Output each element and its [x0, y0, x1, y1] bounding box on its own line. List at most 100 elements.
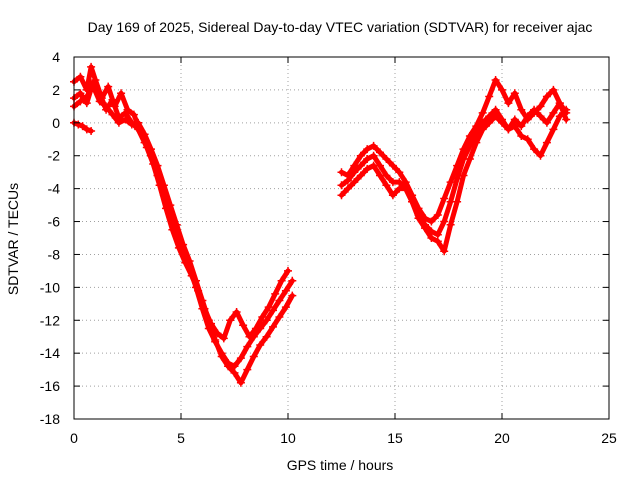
- data-point-marker: [536, 112, 545, 121]
- y-tick-label: -2: [48, 148, 61, 164]
- data-point-marker: [350, 168, 359, 177]
- data-point-marker: [356, 151, 365, 160]
- series-trace: [71, 84, 295, 386]
- data-point-marker: [530, 105, 539, 114]
- data-point-marker: [453, 197, 462, 206]
- data-point-marker: [262, 332, 271, 341]
- data-point-marker: [271, 289, 280, 298]
- data-point-marker: [269, 322, 277, 331]
- data-series: [70, 62, 571, 387]
- data-point-marker: [140, 130, 149, 139]
- data-point-marker: [284, 266, 292, 275]
- data-point-marker: [388, 161, 397, 170]
- data-point-marker: [523, 112, 532, 121]
- data-point-marker: [179, 240, 188, 249]
- series-trace: [339, 107, 569, 238]
- data-point-marker: [239, 321, 248, 330]
- data-point-marker: [153, 161, 162, 170]
- data-point-marker: [440, 217, 449, 226]
- series-trace: [339, 100, 569, 254]
- data-point-marker: [219, 334, 228, 343]
- data-point-marker: [523, 135, 532, 144]
- data-point-marker: [395, 168, 404, 177]
- data-point-marker: [262, 316, 271, 325]
- data-point-marker: [555, 99, 564, 108]
- data-point-marker: [288, 276, 297, 285]
- data-point-marker: [382, 181, 391, 190]
- data-point-marker: [127, 120, 136, 129]
- y-tick-label: 4: [52, 49, 60, 65]
- data-point-marker: [256, 341, 265, 349]
- data-point-marker: [433, 211, 442, 219]
- data-point-marker: [198, 296, 207, 305]
- series-7: [337, 99, 571, 256]
- data-point-marker: [281, 286, 290, 295]
- data-point-marker: [504, 125, 513, 134]
- data-point-marker: [465, 155, 474, 163]
- data-point-marker: [459, 171, 468, 180]
- data-point-marker: [517, 105, 526, 114]
- data-point-marker: [249, 332, 258, 341]
- data-point-marker: [232, 308, 241, 316]
- data-point-marker: [76, 89, 85, 98]
- axis-ticks: [73, 56, 610, 420]
- data-point-marker: [363, 155, 372, 163]
- data-point-marker: [542, 138, 551, 147]
- data-point-marker: [549, 108, 558, 117]
- data-point-marker: [530, 145, 539, 154]
- data-point-marker: [491, 112, 500, 121]
- y-tick-label: -8: [48, 246, 61, 262]
- data-point-marker: [369, 161, 378, 170]
- data-point-marker: [104, 82, 113, 91]
- data-point-marker: [129, 110, 138, 119]
- data-point-marker: [408, 197, 417, 206]
- data-point-marker: [159, 181, 168, 190]
- data-point-marker: [414, 214, 423, 223]
- x-axis-label: GPS time / hours: [287, 457, 394, 473]
- y-tick-label: -6: [48, 214, 61, 230]
- data-point-marker: [337, 168, 346, 177]
- y-tick-labels: -18 -16 -14 -12 -10 -8 -6 -4 -2 0 2 4: [40, 49, 60, 427]
- data-point-marker: [491, 76, 500, 84]
- data-point-marker: [275, 313, 284, 321]
- data-point-marker: [87, 62, 96, 71]
- data-point-marker: [478, 125, 487, 134]
- data-point-marker: [87, 127, 96, 135]
- plot-frame: [73, 56, 610, 420]
- data-point-marker: [185, 257, 194, 265]
- data-point-marker: [269, 306, 277, 315]
- data-point-marker: [249, 352, 258, 361]
- y-tick-label: -4: [48, 181, 61, 197]
- data-point-marker: [350, 178, 359, 187]
- data-point-marker: [498, 118, 506, 127]
- x-tick-label: 5: [177, 430, 185, 446]
- data-point-marker: [236, 354, 245, 363]
- x-tick-label: 25: [601, 430, 617, 446]
- data-point-marker: [472, 138, 481, 147]
- data-point-marker: [485, 92, 494, 101]
- data-point-marker: [369, 141, 378, 150]
- data-point-marker: [172, 220, 181, 229]
- data-point-marker: [453, 174, 462, 183]
- data-point-marker: [121, 115, 130, 124]
- x-tick-labels: 0 5 10 15 20 25: [70, 430, 617, 446]
- data-point-marker: [549, 125, 558, 134]
- data-point-marker: [343, 184, 352, 193]
- data-point-marker: [204, 316, 213, 325]
- data-point-marker: [74, 120, 83, 129]
- data-point-marker: [82, 92, 91, 101]
- data-point-marker: [76, 72, 85, 81]
- x-tick-label: 10: [280, 430, 296, 446]
- y-tick-label: -14: [40, 345, 60, 361]
- data-point-marker: [542, 118, 551, 127]
- data-point-marker: [356, 161, 365, 170]
- data-point-marker: [427, 217, 436, 226]
- data-point-marker: [95, 97, 104, 106]
- data-point-marker: [433, 237, 442, 246]
- chart-title: Day 169 of 2025, Sidereal Day-to-day VTE…: [88, 19, 593, 35]
- data-point-marker: [504, 99, 513, 108]
- data-point-marker: [382, 155, 391, 163]
- data-point-marker: [363, 145, 372, 154]
- data-point-marker: [243, 365, 252, 374]
- data-point-marker: [446, 178, 455, 187]
